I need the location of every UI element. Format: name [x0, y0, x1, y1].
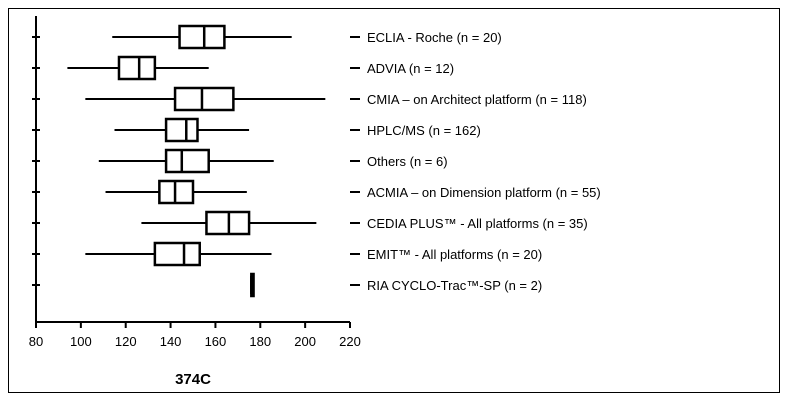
- series-label-7: CEDIA PLUS™ - All platforms (n = 35): [367, 216, 588, 231]
- axis-layer: 80 100 120 140 160 180 200 220: [29, 16, 361, 349]
- x-tick-label-200: 200: [294, 334, 316, 349]
- box-8: [153, 241, 201, 267]
- box-2: [117, 55, 157, 81]
- x-tick-label-180: 180: [249, 334, 271, 349]
- box-5: [164, 148, 210, 174]
- box-layer: [67, 24, 326, 298]
- label-layer: ECLIA - Roche (n = 20) ADVIA (n = 12) CMIA…: [350, 30, 601, 293]
- series-label-4: HPLC/MS (n = 162): [367, 123, 481, 138]
- series-label-5: Others (n = 6): [367, 154, 448, 169]
- figure-frame: [8, 8, 780, 393]
- box-1: [178, 24, 226, 50]
- x-axis-label: 374C: [175, 371, 211, 388]
- box-4: [164, 117, 199, 143]
- x-tick-label-160: 160: [205, 334, 227, 349]
- x-tick-label-140: 140: [160, 334, 182, 349]
- x-tick-label-220: 220: [339, 334, 361, 349]
- series-label-3: CMIA – on Architect platform (n = 118): [367, 92, 587, 107]
- series-label-8: EMIT™ - All platforms (n = 20): [367, 247, 542, 262]
- box-3: [173, 86, 235, 112]
- series-label-1: ECLIA - Roche (n = 20): [367, 30, 502, 45]
- series-label-2: ADVIA (n = 12): [367, 61, 454, 76]
- series-label-6: ACMIA – on Dimension platform (n = 55): [367, 185, 601, 200]
- series-label-9: RIA CYCLO-Trac™-SP (n = 2): [367, 278, 542, 293]
- x-tick-label-100: 100: [70, 334, 92, 349]
- x-tick-label-80: 80: [29, 334, 43, 349]
- x-tick-label-120: 120: [115, 334, 137, 349]
